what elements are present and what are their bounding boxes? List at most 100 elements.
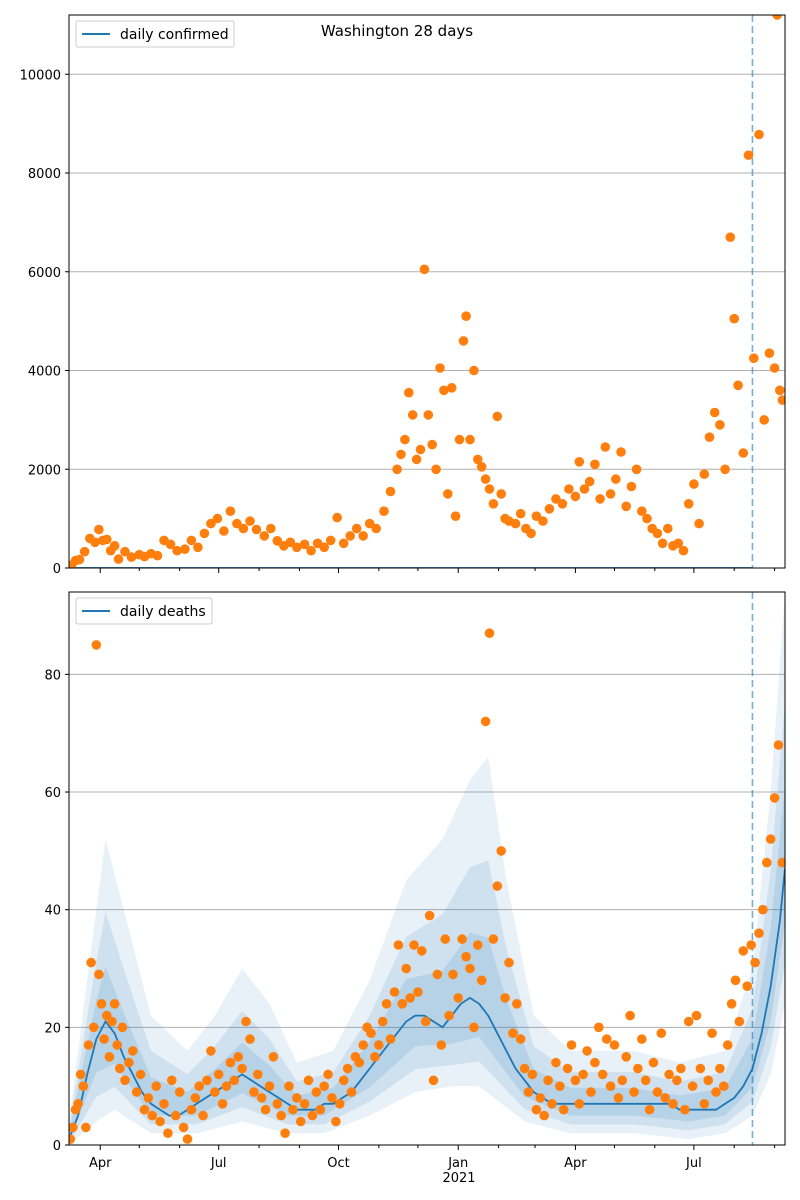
x-tick-label: Jul — [210, 1156, 227, 1171]
data-point — [155, 1116, 165, 1127]
data-point — [315, 1104, 326, 1115]
data-point — [96, 999, 107, 1009]
x-tick-label: Apr — [564, 1156, 587, 1171]
data-point — [578, 1069, 588, 1080]
data-point — [180, 544, 190, 554]
data-point — [582, 1046, 592, 1056]
data-point — [715, 420, 725, 430]
data-point — [663, 523, 673, 534]
data-point — [637, 1034, 647, 1044]
data-point — [673, 538, 684, 549]
data-point — [642, 513, 652, 524]
data-point — [280, 1128, 290, 1138]
data-point — [527, 1069, 538, 1080]
data-point — [112, 1040, 122, 1050]
y-tick-label: 80 — [44, 668, 61, 683]
data-point — [551, 494, 561, 504]
data-point — [364, 518, 375, 529]
data-point — [194, 1081, 204, 1091]
data-point — [431, 464, 441, 475]
data-point — [764, 348, 775, 359]
data-point — [440, 934, 451, 944]
data-point — [531, 1104, 542, 1115]
data-point — [461, 951, 471, 962]
data-point — [473, 454, 483, 465]
axes-frame — [68, 591, 786, 1146]
data-point — [564, 484, 574, 494]
legend-confirmed: daily confirmed — [75, 20, 235, 48]
data-point — [656, 1028, 667, 1038]
data-point — [515, 508, 526, 519]
data-point — [574, 1099, 585, 1109]
data-point — [285, 537, 296, 548]
data-point — [504, 957, 514, 968]
y-tick-label: 20 — [44, 1021, 61, 1036]
y-tick-label: 10000 — [20, 68, 61, 83]
data-point — [221, 1081, 232, 1091]
top-subplot: Washington 28 days 0 2000 4000 6000 8000 1000… — [20, 14, 786, 577]
data-point — [104, 1052, 115, 1062]
data-point — [544, 504, 555, 514]
data-point — [159, 1099, 169, 1109]
data-point — [147, 1110, 158, 1121]
data-point — [131, 1087, 142, 1097]
data-point — [79, 546, 90, 557]
legend-box — [75, 597, 213, 625]
data-point — [389, 987, 400, 997]
data-point — [648, 1057, 659, 1068]
data-point — [676, 1063, 686, 1074]
data-point — [695, 1063, 706, 1074]
data-point — [738, 946, 749, 956]
data-point — [672, 1075, 682, 1086]
data-point — [74, 554, 85, 565]
data-point — [629, 1087, 639, 1097]
data-point — [480, 716, 491, 727]
data-point — [396, 449, 406, 460]
data-point — [351, 523, 362, 534]
data-point — [392, 464, 402, 475]
data-point — [69, 1134, 76, 1144]
data-point — [558, 1104, 569, 1115]
data-point — [590, 459, 600, 470]
data-point — [413, 987, 423, 997]
data-point — [458, 336, 469, 346]
data-point — [259, 531, 270, 541]
data-point — [251, 524, 262, 535]
data-point — [720, 464, 730, 475]
data-point — [186, 1104, 197, 1115]
data-point — [777, 395, 785, 405]
data-point — [401, 963, 412, 974]
data-point — [515, 1034, 526, 1044]
data-point — [621, 501, 631, 512]
data-point — [488, 499, 499, 509]
data-point — [729, 313, 739, 324]
data-point — [683, 499, 694, 509]
data-point — [526, 528, 536, 539]
data-point — [704, 432, 715, 443]
y-tick-label: 0 — [53, 1139, 61, 1154]
data-point — [299, 539, 310, 550]
data-point — [694, 518, 704, 529]
axes-frame — [68, 14, 786, 569]
data-point — [409, 940, 419, 950]
uncertainty-band — [69, 592, 785, 1145]
data-point — [590, 1057, 600, 1068]
data-point — [652, 528, 663, 539]
data-point — [543, 1075, 553, 1086]
data-point — [238, 523, 249, 534]
data-point — [331, 1116, 341, 1127]
data-point — [738, 448, 749, 458]
data-point — [170, 1110, 181, 1121]
data-point — [750, 957, 760, 968]
data-point — [345, 531, 356, 541]
data-point — [202, 1075, 212, 1086]
data-point — [579, 484, 590, 494]
data-point — [703, 1075, 713, 1086]
data-point — [547, 1099, 557, 1109]
data-point — [109, 999, 120, 1009]
data-point — [370, 1052, 380, 1062]
data-point — [427, 439, 438, 450]
data-point — [480, 474, 491, 484]
data-point — [626, 481, 637, 492]
data-point — [260, 1104, 271, 1115]
